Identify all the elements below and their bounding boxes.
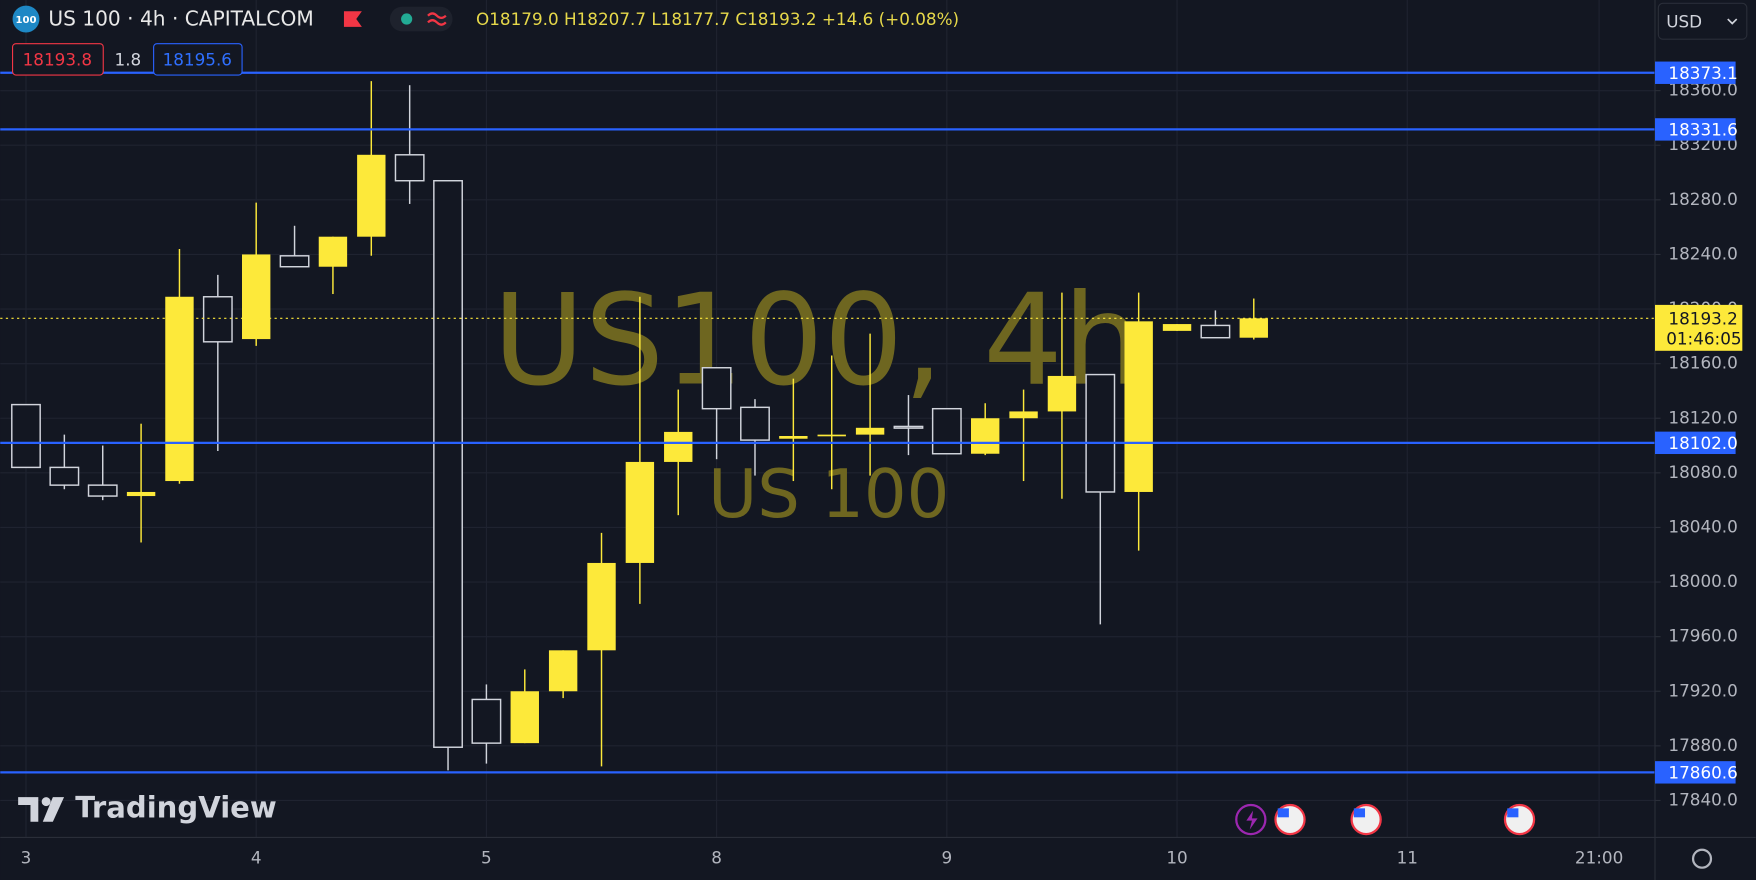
y-tick-label: 18120.0 xyxy=(1668,407,1737,427)
candle-body xyxy=(510,691,539,744)
flag-canton xyxy=(1353,808,1366,818)
candle-body xyxy=(471,698,502,744)
candle-body xyxy=(1162,324,1192,331)
x-tick-label: 10 xyxy=(1166,848,1187,868)
candle-body xyxy=(587,562,616,651)
y-tick-label: 18080.0 xyxy=(1668,462,1737,482)
symbol-title[interactable]: US 100 · 4h · CAPITALCOM xyxy=(48,7,313,31)
events xyxy=(1235,803,1536,836)
last-price-label: 18193.2 xyxy=(1668,308,1737,328)
currency-select[interactable] xyxy=(1657,2,1748,40)
candle-body xyxy=(357,154,386,237)
level-label: 18373.1 xyxy=(1668,63,1737,83)
y-tick-label: 18000.0 xyxy=(1668,571,1737,591)
y-tick-label: 17920.0 xyxy=(1668,680,1737,700)
y-tick-label: 18280.0 xyxy=(1668,189,1737,209)
axes: 17840.0 17880.0 17920.0 17960.0 18000.0 18040… xyxy=(21,61,1743,868)
candle-body xyxy=(1200,324,1231,339)
y-tick-label: 17960.0 xyxy=(1668,626,1737,646)
candle-body xyxy=(740,406,770,441)
candle-body xyxy=(87,484,118,497)
flag-icon[interactable] xyxy=(343,11,362,27)
candle-body xyxy=(126,491,156,497)
x-tick-label: 3 xyxy=(21,848,32,868)
currency-label: USD xyxy=(1666,11,1702,31)
flag-canton xyxy=(1277,808,1289,818)
ask-price: 18195.6 xyxy=(163,49,232,69)
symbol-badge-text: 100 xyxy=(15,15,36,26)
ohlc-legend: O18179.0 H18207.7 L18177.7 C18193.2 +14.… xyxy=(476,9,959,29)
level-label-bg xyxy=(1654,761,1736,784)
candle-body xyxy=(1124,321,1153,492)
countdown-label: 01:46:05 xyxy=(1666,329,1741,349)
y-tick-label: 18040.0 xyxy=(1668,516,1737,536)
y-tick-label: 18240.0 xyxy=(1668,243,1737,263)
candle-body xyxy=(1009,411,1038,419)
event-bolt xyxy=(1246,810,1258,830)
candle-body xyxy=(165,296,194,482)
ask-box[interactable] xyxy=(153,43,243,76)
candle-body xyxy=(433,180,463,748)
watermark-sub: US 100 xyxy=(708,455,949,533)
x-tick-label: 8 xyxy=(711,848,722,868)
level-label: 17860.6 xyxy=(1668,762,1737,782)
y-tick-label: 18160.0 xyxy=(1668,353,1737,373)
symbol-badge[interactable] xyxy=(12,5,40,33)
flag-canton xyxy=(1507,808,1519,818)
candle-body xyxy=(202,296,233,343)
dropdown-arrow xyxy=(1727,18,1738,25)
candle-body xyxy=(279,255,310,268)
level-label: 18331.6 xyxy=(1668,120,1737,140)
bid-box[interactable] xyxy=(11,43,104,76)
candle-body xyxy=(318,236,348,267)
x-tick-label: 11 xyxy=(1397,848,1418,868)
candle-body xyxy=(394,154,425,182)
candle-body xyxy=(548,650,578,692)
logo-text: TradingView xyxy=(75,790,277,824)
candle-body xyxy=(893,425,924,429)
x-tick-label: 4 xyxy=(251,848,262,868)
level-label-bg xyxy=(1654,431,1736,455)
candle-body xyxy=(701,367,732,410)
y-tick-label: 17840.0 xyxy=(1668,789,1737,809)
candle-body xyxy=(11,403,41,469)
candle-body xyxy=(1085,373,1116,493)
candle-body xyxy=(664,431,693,462)
status-pill[interactable] xyxy=(389,6,453,32)
candle-body xyxy=(1239,318,1268,338)
candle-body xyxy=(779,435,808,439)
status-wave xyxy=(427,12,447,26)
level-label-bg xyxy=(1654,118,1736,141)
candle-body xyxy=(855,427,885,435)
candle-body xyxy=(931,407,962,455)
watermark: US100, 4h xyxy=(493,267,1143,413)
bid-price: 18193.8 xyxy=(23,49,92,69)
candle-body xyxy=(817,434,846,437)
x-tick-label: 5 xyxy=(481,848,492,868)
y-tick-label: 17880.0 xyxy=(1668,735,1737,755)
logo-mark xyxy=(41,797,51,807)
last-price-bg xyxy=(1654,304,1743,351)
y-tick-label: 18360.0 xyxy=(1668,80,1737,100)
plot xyxy=(0,71,1655,774)
level-label-bg xyxy=(1654,61,1736,84)
candle-body xyxy=(241,254,271,340)
candle-body xyxy=(1047,375,1077,412)
logo-mark xyxy=(42,797,65,822)
settings-icon[interactable] xyxy=(1691,848,1713,869)
logo-mark xyxy=(18,797,39,822)
x-tick-label: 9 xyxy=(941,848,952,868)
x-tick-label: 21:00 xyxy=(1575,848,1623,868)
candle-body xyxy=(49,466,80,486)
spread: 1.8 xyxy=(115,49,142,69)
candle-body xyxy=(971,418,1000,454)
status-dot xyxy=(401,13,413,25)
logo: TradingView xyxy=(18,790,277,824)
level-label: 18102.0 xyxy=(1668,433,1737,453)
candle-body xyxy=(625,461,655,563)
